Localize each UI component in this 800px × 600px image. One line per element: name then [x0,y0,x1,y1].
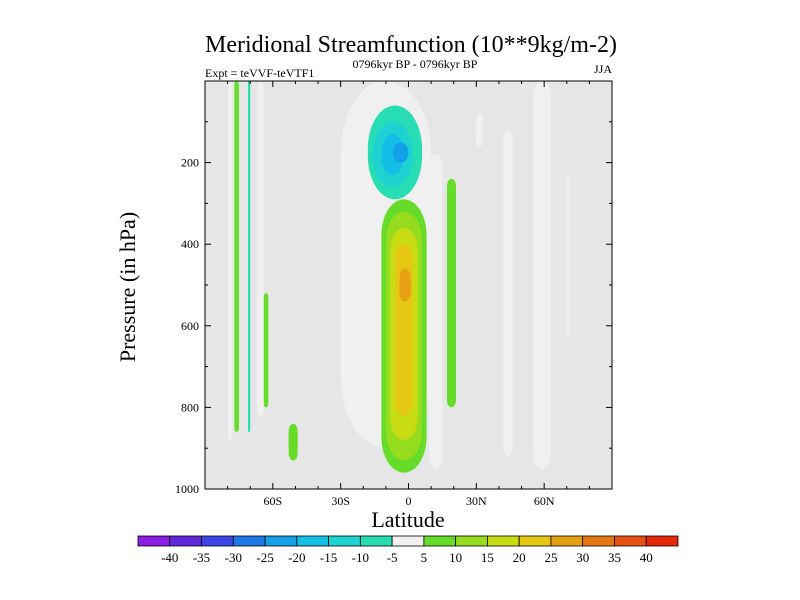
colorbar-label: -10 [352,550,369,565]
colorbar-label: -20 [288,550,305,565]
colorbar-swatch [455,535,488,547]
colorbar-swatch [614,535,647,547]
y-tick-label: 800 [181,400,199,414]
colorbar-label: 5 [421,550,428,565]
contour-regions [227,81,570,473]
colorbar-label: 15 [481,550,494,565]
left-subtitle: Expt = teVVF-teVTF1 [205,66,314,80]
y-tick-label: 200 [181,156,199,170]
colorbar-label: -15 [320,550,337,565]
colorbar-swatch [232,535,266,547]
x-tick-label: 60N [534,494,555,508]
colorbar-swatch [645,535,679,547]
colorbar-swatch [391,535,425,547]
colorbar-label: 10 [449,550,462,565]
colorbar-label: 25 [544,550,557,565]
contour-region [476,113,484,147]
y-tick-label: 1000 [175,482,199,496]
y-axis-title: Pressure (in hPa) [115,212,140,362]
x-tick-label: 30S [331,494,350,508]
colorbar-label: -25 [256,550,273,565]
colorbar-label: -5 [387,550,398,565]
x-axis-title: Latitude [371,507,444,532]
colorbar-swatch [487,535,520,547]
colorbar: -40 -35 -30 -25 -20 -15 -10 -5 5 10 15 20 25 30 35 40 [137,535,679,565]
contour-region [257,81,264,416]
contour-region [288,423,298,461]
colorbar-label: -40 [161,550,178,565]
contour-region [532,81,551,469]
right-subtitle: JJA [594,62,612,76]
y-tick-label: 600 [181,319,199,333]
colorbar-swatch [201,535,234,547]
x-tick-label: 0 [406,494,412,508]
contour-region [392,142,409,163]
y-axis: 200 400 600 800 1000 [175,121,612,496]
x-tick-label: 60S [263,494,282,508]
contour-region [227,81,233,441]
contour-region [263,293,269,408]
contour-region [399,268,411,302]
colorbar-label: 35 [608,550,621,565]
colorbar-swatch [169,535,202,547]
colorbar-swatch [423,535,457,547]
colorbar-swatch [296,535,329,547]
contour-region [247,81,251,432]
colorbar-label: 30 [576,550,589,565]
colorbar-label: 20 [513,550,526,565]
colorbar-swatch [518,535,552,547]
colorbar-swatch [582,535,615,547]
chart-title: Meridional Streamfunction (10**9kg/m-2) [205,32,617,58]
contour-region [566,174,570,339]
colorbar-swatch [550,535,584,547]
center-subtitle: 0796kyr BP - 0796kyr BP [353,57,478,71]
colorbar-label: 40 [640,550,653,565]
x-axis: 60S 30S 0 30N 60N [227,81,590,508]
colorbar-swatch [264,535,298,547]
colorbar-label: -35 [193,550,210,565]
x-tick-label: 30N [466,494,487,508]
contour-region [503,129,513,457]
colorbar-swatch [359,535,393,547]
contour-region [234,81,239,432]
colorbar-swatch [137,535,171,547]
y-tick-label: 400 [181,237,199,251]
colorbar-swatch [328,535,361,547]
contour-region [428,154,443,469]
colorbar-label: -30 [225,550,242,565]
contour-region [446,178,456,408]
